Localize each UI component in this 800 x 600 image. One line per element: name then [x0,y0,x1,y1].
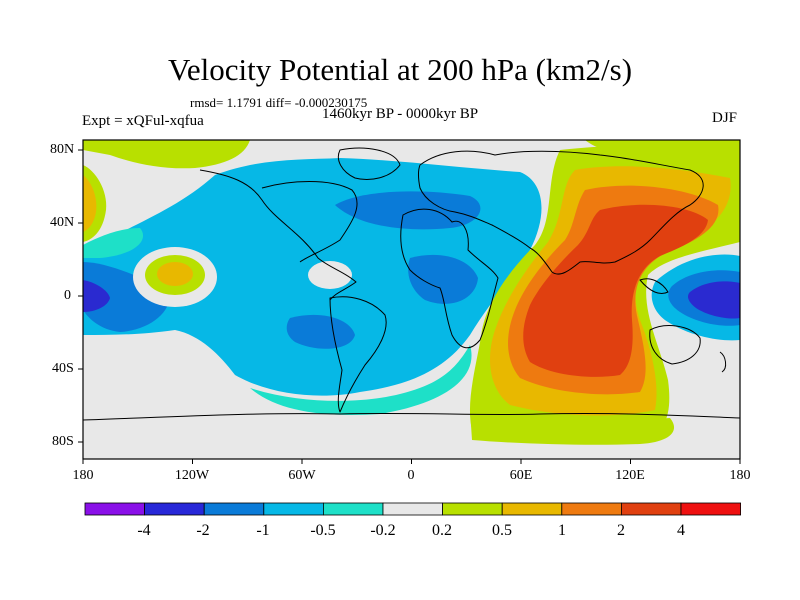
colorbar-label: -1 [256,522,270,539]
coastlines [83,147,740,421]
negative-region-weak [83,228,144,258]
neutral-pocket-mexico [308,261,352,289]
colorbar-label: -4 [137,522,151,539]
lon-label: 0 [407,468,415,483]
lat-label: 40S [52,361,74,376]
colorbar-swatch [263,502,324,516]
colorbar-swatch [203,502,265,516]
lat-label: 40N [50,215,75,230]
positive-arctic-east [585,140,740,175]
positive-arctic-west [83,140,250,169]
time-period-label: 1460kyr BP - 0000kyr BP [322,106,479,122]
lon-label: 180 [72,468,94,483]
colorbar-label: -2 [196,522,210,539]
contour-field [83,140,740,459]
colorbar-label: 1 [558,522,566,539]
negative-patch-africa [408,254,478,304]
map-title: Velocity Potential at 200 hPa (km2/s) [167,52,633,87]
colorbar-label: 2 [617,522,625,539]
colorbar-swatch [144,502,205,516]
negative-patch-southamerica [286,314,355,349]
positive-west-edge [83,175,97,232]
experiment-label: Expt = xQFul-xqfua [82,113,204,129]
lon-label: 180 [729,468,751,483]
negative-core-east [688,281,740,319]
negative-core-west [83,280,110,312]
positive-antarctic [470,410,675,445]
colorbar-swatch [382,502,443,516]
colorbar-swatch [501,502,563,516]
lon-label: 60W [288,468,316,483]
lat-label: 0 [64,288,71,303]
axis-ticks [78,149,741,464]
colorbar-label: 0.2 [432,522,452,539]
lat-label: 80N [50,142,75,157]
colorbar-label: -0.5 [310,522,336,539]
colorbar-swatch [621,502,682,516]
colorbar [84,502,741,516]
colorbar-swatch [680,502,741,516]
neutral-pocket-southpacific [110,338,150,358]
colorbar-swatch [84,502,145,516]
colorbar-swatch [561,502,622,516]
positive-pocket-eastpacific [157,262,193,286]
lon-label: 120W [174,468,210,483]
lat-label: 80S [52,434,74,449]
negative-region-weak-2 [250,345,472,415]
colorbar-swatch [442,502,503,516]
negative-patch-eastpacific [83,262,171,332]
colorbar-label: 0.5 [492,522,512,539]
season-label: DJF [712,110,738,126]
colorbar-label: -0.2 [370,522,396,539]
positive-core [523,204,708,377]
negative-patch-northatlantic [335,191,481,230]
colorbar-swatch [322,502,384,516]
lon-label: 60E [509,468,533,483]
colorbar-label: 4 [677,522,685,539]
lon-label: 120E [615,468,645,483]
rmsd-diff-stats: rmsd= 1.1791 diff= -0.000230175 [190,95,368,110]
